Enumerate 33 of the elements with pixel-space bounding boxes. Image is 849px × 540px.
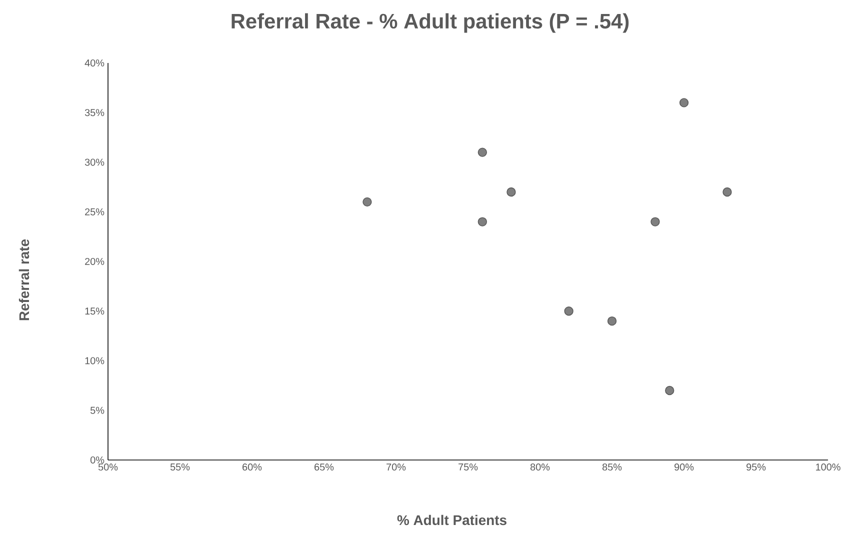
point [478, 217, 487, 226]
y-tick-label: 0% [90, 456, 104, 464]
x-tick-label: 90% [674, 464, 694, 471]
point [362, 197, 372, 207]
y-tick-label: 35% [84, 109, 104, 116]
y-tick-label: 30% [84, 158, 104, 166]
x-axis-title: % Adult Patients [397, 514, 506, 526]
x-tick-label: 75% [458, 463, 478, 471]
x-tick-label: 100% [816, 464, 840, 471]
x-tick-label: 60% [242, 464, 262, 471]
x-tick-label: 95% [746, 464, 766, 471]
x-tick-label: 70% [386, 464, 406, 471]
point [506, 187, 516, 197]
x-tick-label: 85% [602, 464, 622, 471]
x-tick-label: 55% [170, 463, 190, 471]
y-tick-label: 40% [84, 59, 104, 67]
point [722, 187, 732, 197]
point [679, 98, 689, 108]
x-tick-label: 65% [314, 464, 334, 471]
point [665, 386, 674, 396]
x-tick-label: 50% [98, 464, 118, 471]
chart-title: Referral Rate - % Adult patients (P = .54) [232, 13, 629, 33]
point [650, 217, 660, 226]
point [478, 148, 487, 157]
y-tick-label: 15% [85, 308, 104, 315]
point [564, 306, 574, 316]
y-tick-label: 10% [85, 357, 104, 364]
y-tick-label: 20% [85, 258, 104, 266]
y-tick-label: 5% [90, 406, 104, 414]
x-tick-label: 80% [530, 464, 550, 471]
y-tick-label: 25% [85, 208, 104, 216]
point [607, 316, 617, 326]
y-axis-title: Referral rate [18, 239, 30, 320]
